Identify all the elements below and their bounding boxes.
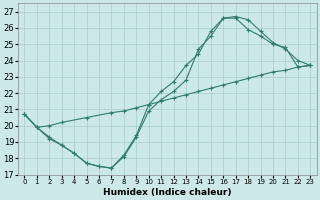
X-axis label: Humidex (Indice chaleur): Humidex (Indice chaleur) xyxy=(103,188,232,197)
